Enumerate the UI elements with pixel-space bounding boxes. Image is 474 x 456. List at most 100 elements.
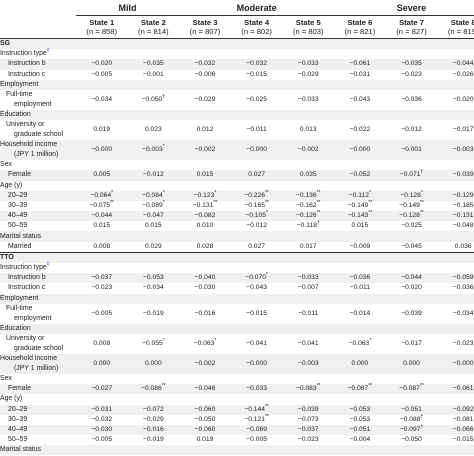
value-cell — [231, 160, 283, 170]
significance-marker: * — [420, 189, 423, 196]
value-cell: 0.015 — [144, 222, 162, 230]
table-row: Instruction c −0.023 −0.034 −0.030 −0.043 −0.… — [0, 283, 474, 293]
row-label-cell: Education — [0, 323, 76, 334]
state-header: State 2 (n = 814) — [127, 15, 180, 39]
value-cell: −0.037 — [282, 424, 335, 436]
row-label-continuation: graduate school — [14, 131, 64, 139]
coefficient-value: −0.121 — [244, 415, 265, 423]
coefficient-value: −0.003 — [142, 146, 163, 154]
value-cell — [179, 79, 231, 90]
value-cell: −0.123* — [179, 190, 231, 201]
table-row: 50–59 −0.005 −0.019 0.019 −0.005 −0.023 −0.004… — [0, 435, 474, 445]
row-label-cell: Married — [0, 242, 76, 253]
row-label-cell: Instruction c — [0, 283, 76, 293]
value-cell: −0.025 — [401, 222, 422, 230]
value-cell: −0.143** — [334, 209, 386, 222]
value-cell — [282, 263, 334, 273]
value-cell: −0.121** — [231, 414, 283, 425]
coefficient-value: −0.226 — [244, 191, 265, 199]
value-cell: −0.020 — [401, 284, 422, 292]
value-cell: −0.128** — [385, 210, 438, 222]
value-cell: −0.000 — [230, 353, 283, 374]
value-cell: −0.082 — [179, 211, 231, 222]
table-row: 40–49 −0.030 −0.016 −0.060 −0.069 −0.037 −0.05… — [0, 424, 474, 436]
value-cell: 0.015 — [179, 170, 231, 181]
row-label-cell: 20–29 — [0, 190, 76, 201]
value-cell: −0.112* — [334, 190, 386, 201]
value-cell: −0.032 — [230, 59, 283, 70]
value-cell — [230, 38, 283, 50]
value-cell — [282, 79, 335, 90]
value-cell: 0.017 — [299, 242, 317, 250]
value-cell: 0.000 — [334, 353, 386, 374]
value-cell — [179, 445, 231, 456]
coefficient-value: −0.097 — [399, 425, 421, 433]
state-name: State 4 — [244, 18, 270, 27]
value-cell: −0.039 — [437, 170, 474, 181]
value-cell — [385, 323, 438, 334]
coefficient-value: −0.070 — [245, 274, 266, 282]
value-cell: −0.002 — [179, 140, 231, 161]
value-cell — [179, 160, 231, 170]
value-cell: −0.071† — [385, 170, 438, 181]
value-cell: −0.128* — [385, 189, 438, 201]
state-header: State 3 (n = 807) — [179, 15, 231, 39]
coefficient-value: −0.087 — [347, 385, 369, 393]
table-row: Household income (JPY 1 million) −0.000 −0.… — [0, 140, 474, 161]
row-label-cell: Sex — [0, 160, 76, 170]
value-cell: −0.070* — [230, 273, 283, 284]
value-cell: −0.015 — [452, 436, 474, 444]
significance-marker: * — [369, 337, 372, 344]
group-header-mild: Mild — [75, 0, 180, 16]
coefficient-value: −0.128 — [399, 212, 420, 220]
row-label: 50–59 — [8, 222, 28, 230]
coefficient-value: −0.086 — [141, 385, 162, 393]
value-cell: −0.087** — [334, 383, 386, 395]
value-cell: −0.029 — [143, 415, 164, 423]
row-label: 40–49 — [8, 212, 28, 220]
value-cell — [282, 445, 335, 456]
value-cell: −0.027 — [75, 384, 128, 395]
significance-marker: ** — [368, 209, 373, 216]
value-cell: −0.009 — [349, 242, 371, 250]
row-label: Employment — [0, 294, 39, 302]
value-cell — [282, 374, 334, 384]
state-sample-size: (n = 858) — [86, 27, 118, 36]
value-cell — [437, 79, 474, 90]
value-cell: −0.002 — [282, 140, 335, 161]
table-row: 40–49 −0.044 −0.047 −0.082 −0.105* −0.126** −0… — [0, 209, 474, 222]
value-cell: −0.000 — [230, 140, 283, 161]
coefficient-value: −0.131 — [192, 201, 214, 209]
value-cell — [437, 251, 474, 263]
coefficient-value: −0.128 — [400, 191, 421, 199]
value-cell: −0.012 — [401, 126, 422, 134]
significance-marker: ** — [213, 199, 218, 206]
value-cell — [75, 293, 128, 304]
value-cell: −0.088† — [386, 414, 438, 425]
value-cell: −0.033 — [282, 273, 335, 284]
coefficient-value: −0.088 — [399, 415, 421, 423]
value-cell — [282, 109, 335, 121]
value-cell: −0.073 — [297, 415, 319, 423]
value-cell: 0.000 — [127, 353, 180, 374]
value-cell: −0.044 — [75, 211, 128, 222]
row-label-continuation: (JPY 1 million) — [14, 364, 59, 372]
value-cell: −0.039 — [282, 404, 335, 415]
value-cell — [386, 181, 438, 191]
row-label: Female — [8, 385, 31, 393]
value-cell: −0.003* — [127, 140, 180, 161]
value-cell — [231, 263, 283, 273]
value-cell: −0.005 — [91, 436, 113, 444]
significance-marker: * — [265, 209, 268, 216]
row-label: Marital status — [0, 232, 41, 240]
significance-marker: † — [162, 93, 166, 100]
state-sample-size: (n = 821) — [344, 27, 376, 36]
value-cell — [75, 38, 128, 50]
row-label: 40–49 — [8, 425, 28, 433]
value-cell: 0.008 — [93, 242, 111, 250]
value-cell: −0.050† — [128, 90, 180, 110]
value-cell: −0.035 — [127, 59, 180, 70]
row-label: 20–29 — [8, 405, 28, 413]
row-label-cell: 20–29 — [0, 404, 76, 415]
row-label: Employment — [0, 80, 39, 88]
